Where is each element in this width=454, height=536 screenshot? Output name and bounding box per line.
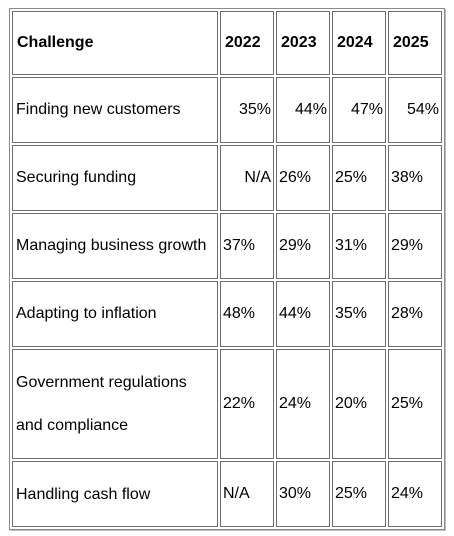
value-cell-2022: N/A (220, 461, 274, 527)
header-challenge: Challenge (12, 11, 218, 75)
value-cell-2024: 25% (332, 144, 386, 211)
value-cell-2025: 29% (388, 212, 442, 279)
challenge-cell: Handling cash flow (12, 461, 218, 527)
challenge-cell: Finding new customers (12, 77, 218, 143)
challenge-cell: Managing business growth (12, 212, 218, 279)
header-2022: 2022 (220, 11, 274, 75)
value-cell-2025: 25% (388, 348, 442, 459)
value-cell-2024: 31% (332, 212, 386, 279)
value-cell-2023: 24% (276, 348, 330, 459)
challenges-table: Challenge 2022 2023 2024 2025 Finding ne… (10, 9, 444, 529)
table-row: Handling cash flow N/A 30% 25% 24% (12, 461, 442, 527)
challenges-table-frame: Challenge 2022 2023 2024 2025 Finding ne… (9, 8, 445, 530)
header-2024: 2024 (332, 11, 386, 75)
value-cell-2022: 37% (220, 212, 274, 279)
header-row: Challenge 2022 2023 2024 2025 (12, 11, 442, 75)
value-cell-2024: 25% (332, 461, 386, 527)
value-cell-2023: 30% (276, 461, 330, 527)
value-cell-2023: 26% (276, 144, 330, 211)
table-row: Government regulations and compliance 22… (12, 348, 442, 459)
challenge-cell: Securing funding (12, 144, 218, 211)
value-cell-2022: 22% (220, 348, 274, 459)
value-cell-2023: 29% (276, 212, 330, 279)
value-cell-2024: 35% (332, 280, 386, 347)
value-cell-2025: 38% (388, 144, 442, 211)
value-cell-2022: 35% (220, 77, 274, 143)
header-2025: 2025 (388, 11, 442, 75)
table-row: Finding new customers 35% 44% 47% 54% (12, 77, 442, 143)
value-cell-2022: N/A (220, 144, 274, 211)
challenge-cell: Adapting to inflation (12, 280, 218, 347)
value-cell-2024: 20% (332, 348, 386, 459)
value-cell-2023: 44% (276, 280, 330, 347)
value-cell-2025: 28% (388, 280, 442, 347)
challenge-cell: Government regulations and compliance (12, 348, 218, 459)
value-cell-2025: 24% (388, 461, 442, 527)
table-row: Managing business growth 37% 29% 31% 29% (12, 212, 442, 279)
value-cell-2022: 48% (220, 280, 274, 347)
value-cell-2023: 44% (276, 77, 330, 143)
value-cell-2024: 47% (332, 77, 386, 143)
table-row: Securing funding N/A 26% 25% 38% (12, 144, 442, 211)
table-row: Adapting to inflation 48% 44% 35% 28% (12, 280, 442, 347)
value-cell-2025: 54% (388, 77, 442, 143)
header-2023: 2023 (276, 11, 330, 75)
